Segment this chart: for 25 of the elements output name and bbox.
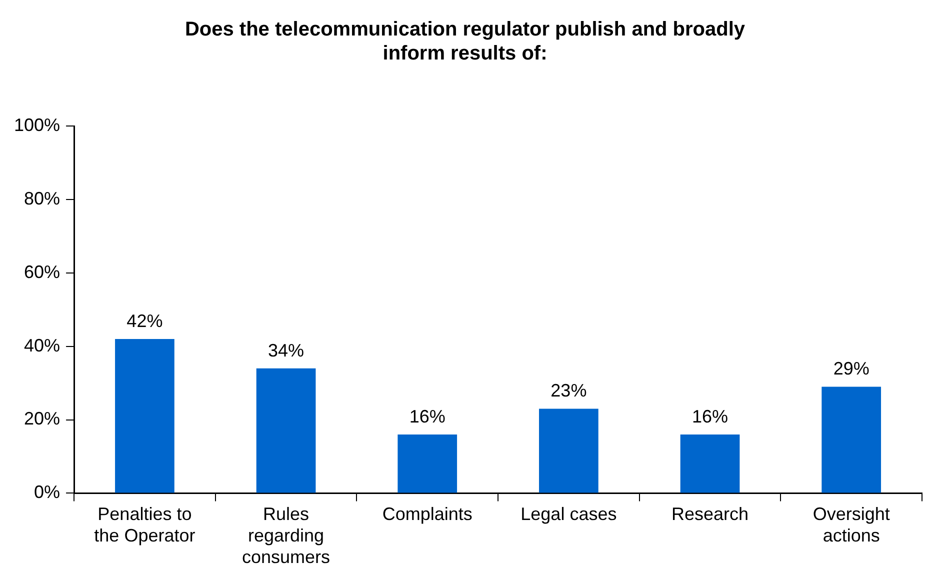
- x-tick-label: Research: [671, 504, 749, 524]
- x-tick-label: Oversight actions: [812, 504, 890, 546]
- bar: [115, 338, 174, 493]
- data-label: 16%: [409, 406, 446, 426]
- data-label: 16%: [692, 406, 728, 426]
- x-tick-label: Rules regarding consumers: [242, 504, 330, 568]
- y-tick-label: 0%: [34, 482, 60, 502]
- chart-title: Does the telecommunication regulator publish and broadly inform results of:: [184, 18, 746, 65]
- data-label: 42%: [126, 310, 163, 331]
- y-tick-label: 100%: [14, 114, 60, 135]
- bar: [680, 434, 740, 493]
- bar: [256, 368, 316, 493]
- data-label: 29%: [833, 358, 870, 379]
- bar: [822, 386, 882, 493]
- x-tick-label: Penalties to the Operator: [94, 504, 196, 546]
- y-tick-label: 40%: [24, 335, 60, 356]
- y-tick-label: 60%: [24, 262, 60, 282]
- y-tick-label: 20%: [24, 408, 60, 429]
- x-tick-label: Complaints: [382, 504, 472, 524]
- data-label: 23%: [550, 380, 587, 401]
- x-tick-label: Legal cases: [520, 504, 617, 524]
- y-tick-label: 80%: [24, 188, 60, 208]
- bar: [398, 434, 458, 493]
- data-label: 34%: [268, 340, 304, 360]
- bar: [539, 408, 598, 493]
